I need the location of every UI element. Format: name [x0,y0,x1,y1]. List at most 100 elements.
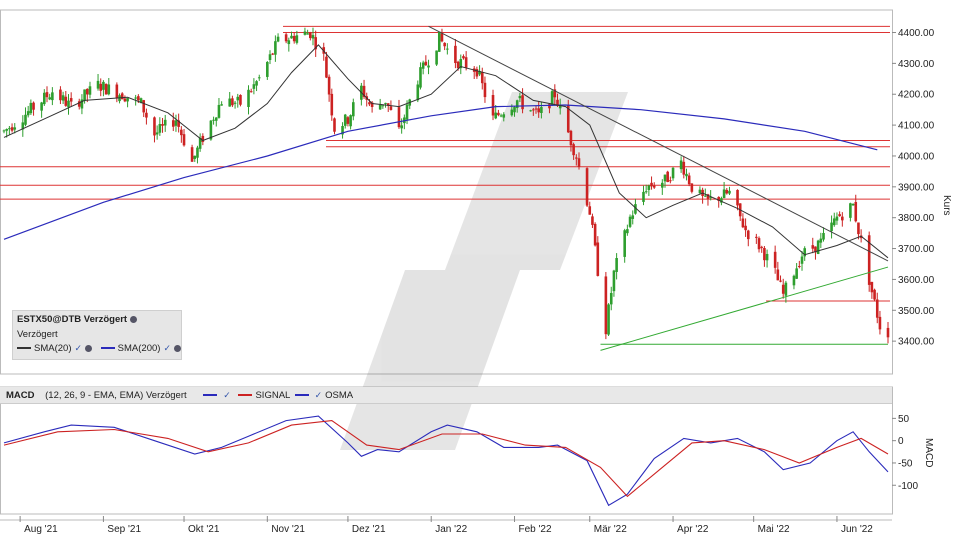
candle-body [290,35,293,39]
candle-body [760,246,764,248]
candle-body [333,118,336,132]
sma200-swatch [100,347,115,350]
candle-body [61,95,65,101]
candle-body [720,198,723,203]
candle-body [819,238,823,243]
candle-body [873,289,876,300]
candle-body [64,96,68,106]
watermark-logo [340,92,628,450]
candle-body [48,97,51,100]
candle-body [666,171,669,183]
x-tick-label: Nov '21 [271,524,305,535]
candle-body [491,95,495,116]
candle-body [607,304,610,335]
sma20-legend-label: SMA(20) [34,343,72,354]
price-tick-label: 3600.00 [898,275,935,286]
macd-swatch [203,394,218,397]
candle-body [120,93,124,100]
price-legend: ESTX50@DTB Verzögert Verzögert SMA(20) ✓ … [12,310,182,360]
candle-body [502,114,506,118]
globe-icon[interactable] [173,344,181,352]
sma20-swatch [17,347,31,350]
candle-body [757,238,761,250]
candle-body [591,216,594,225]
candle-body [257,77,261,79]
candle-body [631,215,635,219]
candle-body [669,180,672,182]
candle-body [537,108,540,113]
candle-body [494,112,498,119]
candle-body [867,235,871,285]
candle-body [816,240,820,254]
candle-body [416,84,420,101]
candle-body [521,95,524,110]
x-tick-label: Aug '21 [24,524,58,535]
candle-body [722,189,726,199]
candle-body [838,214,841,217]
candle-body [685,173,688,177]
candle-body [266,62,269,77]
watermark-shape-top [445,92,628,270]
candle-body [386,103,390,106]
candle-body [96,80,100,89]
candle-body [784,282,788,296]
candle-body [171,120,175,127]
candle-body [10,127,14,131]
macd-tick-label: -100 [898,481,918,492]
price-tick-label: 4000.00 [898,151,935,162]
globe-icon[interactable] [129,315,137,323]
candle-body [217,104,221,118]
signal-swatch [238,394,253,397]
candle-body [532,109,535,111]
candle-body [518,96,522,99]
candle-body [854,202,858,222]
candle-body [663,174,667,182]
candle-body [346,117,350,124]
candle-body [13,127,17,130]
candle-body [604,276,608,335]
candle-body [548,104,551,109]
candle-body [255,81,258,86]
candle-body [475,69,479,77]
candle-body [435,50,438,65]
candle-body [228,98,232,107]
candle-body [755,236,758,238]
candle-body [628,216,632,227]
candle-body [389,106,393,110]
candle-body [717,196,721,201]
candle-body [99,83,103,91]
candle-body [741,218,745,228]
x-tick-label: Apr '22 [677,524,709,535]
candle-body [878,316,882,330]
candle-body [596,242,600,276]
price-tick-label: 4100.00 [898,121,935,132]
checkmark-icon[interactable]: ✓ [163,343,171,353]
macd-panel-frame [0,386,893,515]
candle-body [161,124,164,126]
price-tick-label: 3500.00 [898,306,935,317]
candle-body [499,115,503,117]
candle-body [443,42,446,47]
candle-body [612,270,616,292]
checkmark-icon[interactable]: ✓ [314,390,323,400]
x-tick-label: Feb '22 [519,524,552,535]
candle-body [153,117,156,136]
candle-body [400,125,403,129]
globe-icon[interactable] [85,344,93,352]
candle-body [24,114,27,125]
candle-body [454,45,457,64]
candle-body [77,101,81,107]
checkmark-icon[interactable]: ✓ [223,390,231,400]
candle-body [231,98,234,106]
candle-body [515,100,519,109]
candle-body [437,31,441,52]
candle-body [588,206,592,215]
candle-body [875,299,879,318]
candle-body [534,108,538,110]
candle-body [687,175,691,185]
candle-body [558,104,562,109]
candle-body [462,56,465,59]
candle-body [644,191,648,193]
macd-legend: MACD (12, 26, 9 - EMA, EMA) Verzögert ✓ … [0,387,892,404]
checkmark-icon[interactable]: ✓ [74,343,83,353]
